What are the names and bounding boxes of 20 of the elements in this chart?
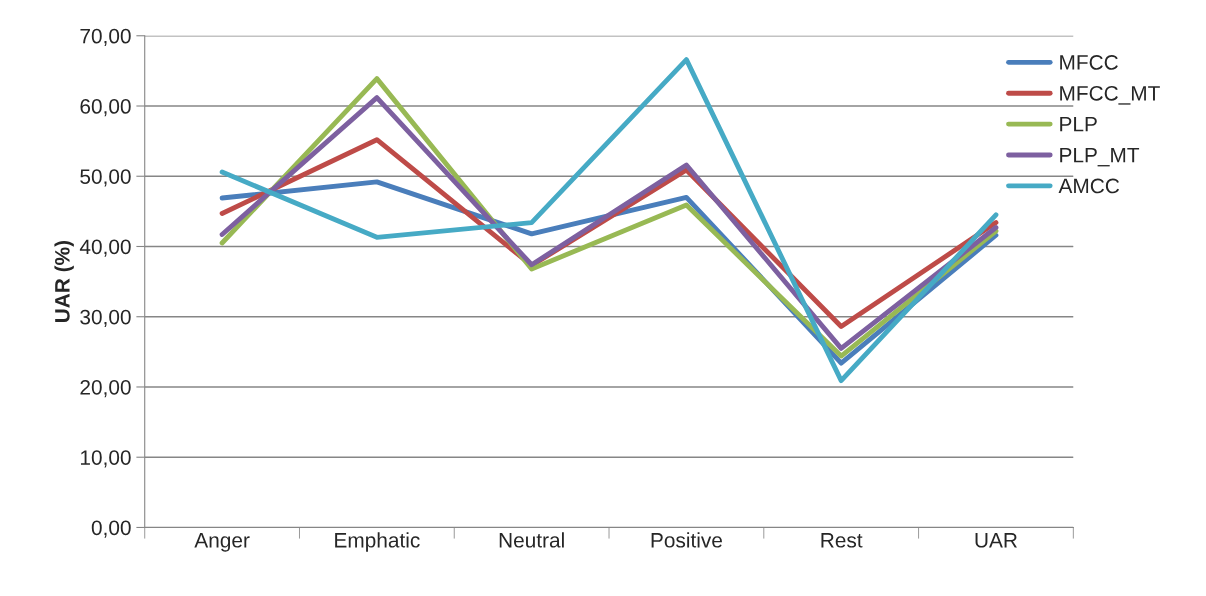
x-tick-label: Anger: [194, 533, 250, 552]
y-tick-label: 40,00: [79, 239, 131, 257]
y-tick-label: 20,00: [80, 379, 131, 398]
y-tick-label: 30,00: [80, 309, 131, 327]
legend-label: PLP_MT: [1060, 147, 1140, 167]
y-tick-label: 60,00: [80, 99, 131, 117]
legend-label: AMCC: [1058, 178, 1120, 194]
y-tick-label: 0,00: [91, 520, 131, 538]
y-tick-label: 70,00: [80, 28, 131, 46]
y-tick-label: 10,00: [80, 450, 131, 468]
y-tick-label: 50,00: [80, 169, 131, 187]
x-tick-label: Positive: [651, 532, 722, 548]
x-tick-label: Neutral: [499, 532, 564, 548]
legend-label: PLP: [1060, 117, 1097, 132]
legend-label: MFCC: [1060, 55, 1118, 70]
x-tick-label: UAR: [975, 533, 1017, 548]
y-axis-title: UAR (%): [54, 240, 74, 323]
x-tick-label: Emphatic: [335, 532, 420, 552]
legend-label: MFCC_MT: [1060, 85, 1160, 105]
x-tick-label: Rest: [821, 533, 863, 548]
